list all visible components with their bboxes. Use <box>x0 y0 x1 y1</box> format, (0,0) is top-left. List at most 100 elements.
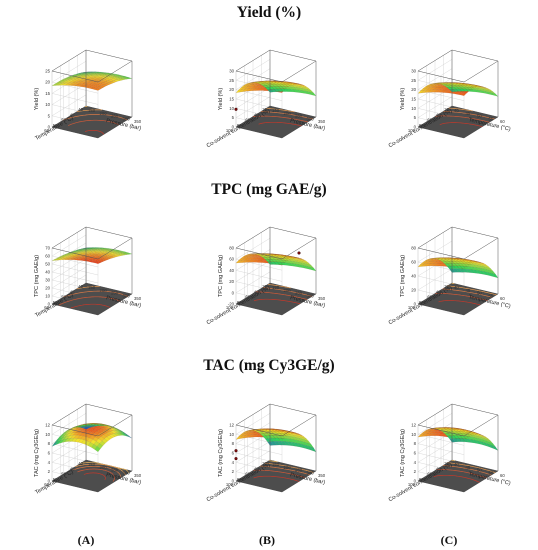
surface-cell <box>104 257 111 260</box>
x-tick-label: 350 <box>134 473 142 478</box>
axis-box-edge <box>463 414 499 437</box>
x-tick-label: 150 <box>272 108 280 113</box>
z-tick-label: 10 <box>45 294 50 299</box>
axis-box-edge <box>85 226 133 239</box>
contour-line <box>76 285 100 290</box>
panel-tac-A: 1502002503003504045505560024681012Pressu… <box>34 403 142 496</box>
z-tick-label: 25 <box>411 78 416 83</box>
axis-box-edge <box>281 414 317 437</box>
y-tick-label: 40 <box>78 284 83 289</box>
z-tick-label: 70 <box>45 246 50 251</box>
axis-box-edge <box>463 237 499 260</box>
contour-line <box>267 283 291 289</box>
surface-cell <box>126 434 133 439</box>
z-tick-label: 5 <box>414 115 417 120</box>
contour-line <box>448 107 473 112</box>
contour-line <box>260 465 310 476</box>
axis-box-edge <box>51 247 99 260</box>
x-tick-label: 300 <box>307 293 315 298</box>
y-tick-label: 60 <box>245 295 250 300</box>
y-tick-label: 80 <box>237 300 242 305</box>
y-tick-label: 40 <box>254 289 259 294</box>
x-tick-label: 60 <box>500 119 505 124</box>
z-tick-label: 0 <box>232 290 235 295</box>
response-surface <box>235 253 317 272</box>
y-tick-label: 45 <box>70 112 75 117</box>
z-tick-label: 6 <box>232 451 235 456</box>
contour-line <box>77 468 115 482</box>
x-tick-label: 350 <box>318 119 326 124</box>
z-tick-label: 6 <box>48 451 51 456</box>
surface-cell <box>96 260 104 263</box>
x-tick-label: 150 <box>88 462 96 467</box>
contour-line <box>451 459 456 462</box>
y-tick-label: 55 <box>53 477 58 482</box>
axis-box-edge <box>451 226 499 239</box>
axis-box-edge <box>269 403 317 416</box>
design-point <box>234 457 238 461</box>
z-tick-label: 40 <box>45 270 50 275</box>
contour-line <box>252 115 309 123</box>
surface-cell <box>484 87 491 91</box>
axis-box-edge <box>97 60 133 83</box>
z-tick-label: 0 <box>48 302 51 307</box>
axis-box-edge <box>417 403 453 426</box>
axis-box-edge <box>451 49 499 62</box>
surface-cell <box>101 438 108 444</box>
surface-cell <box>302 85 309 89</box>
z-axis-title: TPC (mg GAE/g) <box>34 255 40 297</box>
x-tick-label: 250 <box>111 468 119 473</box>
z-axis-title: TPC (mg GAE/g) <box>218 255 224 297</box>
x-tick-label: 150 <box>272 462 280 467</box>
z-tick-label: 10 <box>45 102 50 107</box>
y-tick-label: 60 <box>427 472 432 477</box>
z-tick-label: 0 <box>232 125 235 130</box>
surface-cell <box>310 446 317 453</box>
axis-box-edge <box>85 49 133 62</box>
z-tick-label: 5 <box>232 115 235 120</box>
surface-cell <box>310 266 317 272</box>
z-tick-label: 8 <box>48 441 51 446</box>
surface-cell <box>482 435 489 439</box>
z-tick-label: 0 <box>414 479 417 484</box>
contour-line <box>436 469 487 479</box>
axis-box-edge <box>51 403 87 426</box>
z-axis-title: TAC (mg Cy3GE/g) <box>34 429 40 477</box>
contour-line <box>266 107 295 113</box>
axis-box-edge <box>235 226 271 249</box>
axis-box-edge <box>417 424 465 437</box>
z-axis-title: TPC (mg GAE/g) <box>400 255 406 297</box>
y-tick-label: 60 <box>427 118 432 123</box>
panel-tpc-B: 15020025030035020406080100-20020406080Pr… <box>206 226 326 326</box>
x-tick-label: 50 <box>477 114 482 119</box>
panel-tac-C: 404550556020406080100024681012Temperatur… <box>388 403 511 503</box>
contour-line <box>80 461 130 473</box>
z-tick-label: 4 <box>414 460 417 465</box>
response-surface <box>51 423 133 453</box>
z-axis-title: Yield (%) <box>34 88 40 111</box>
y-tick-label: 40 <box>254 466 259 471</box>
z-tick-label: -20 <box>228 302 235 307</box>
z-tick-label: 5 <box>48 113 51 118</box>
panel-tpc-A: 1502002503003504045505560010203040506070… <box>34 226 142 319</box>
surface-cell <box>295 432 302 436</box>
z-tick-label: 0 <box>414 125 417 130</box>
z-tick-label: 10 <box>229 432 234 437</box>
y-tick-label: 100 <box>226 482 234 487</box>
y-tick-label: 20 <box>262 284 267 289</box>
z-tick-label: 20 <box>45 80 50 85</box>
axis-box-edge <box>281 60 317 83</box>
contour-floor <box>417 105 499 139</box>
axis-box-edge <box>235 403 271 426</box>
z-tick-label: 25 <box>45 69 50 74</box>
x-tick-label: 300 <box>307 470 315 475</box>
contour-line <box>83 472 106 481</box>
row-title-yield: Yield (%) <box>237 4 301 21</box>
z-tick-label: 2 <box>48 469 51 474</box>
x-tick-label: 250 <box>295 114 303 119</box>
contour-line <box>439 122 483 128</box>
x-tick-label: 200 <box>284 465 292 470</box>
z-tick-label: 15 <box>229 97 234 102</box>
z-tick-label: 15 <box>411 97 416 102</box>
x-tick-label: 45 <box>466 288 471 293</box>
